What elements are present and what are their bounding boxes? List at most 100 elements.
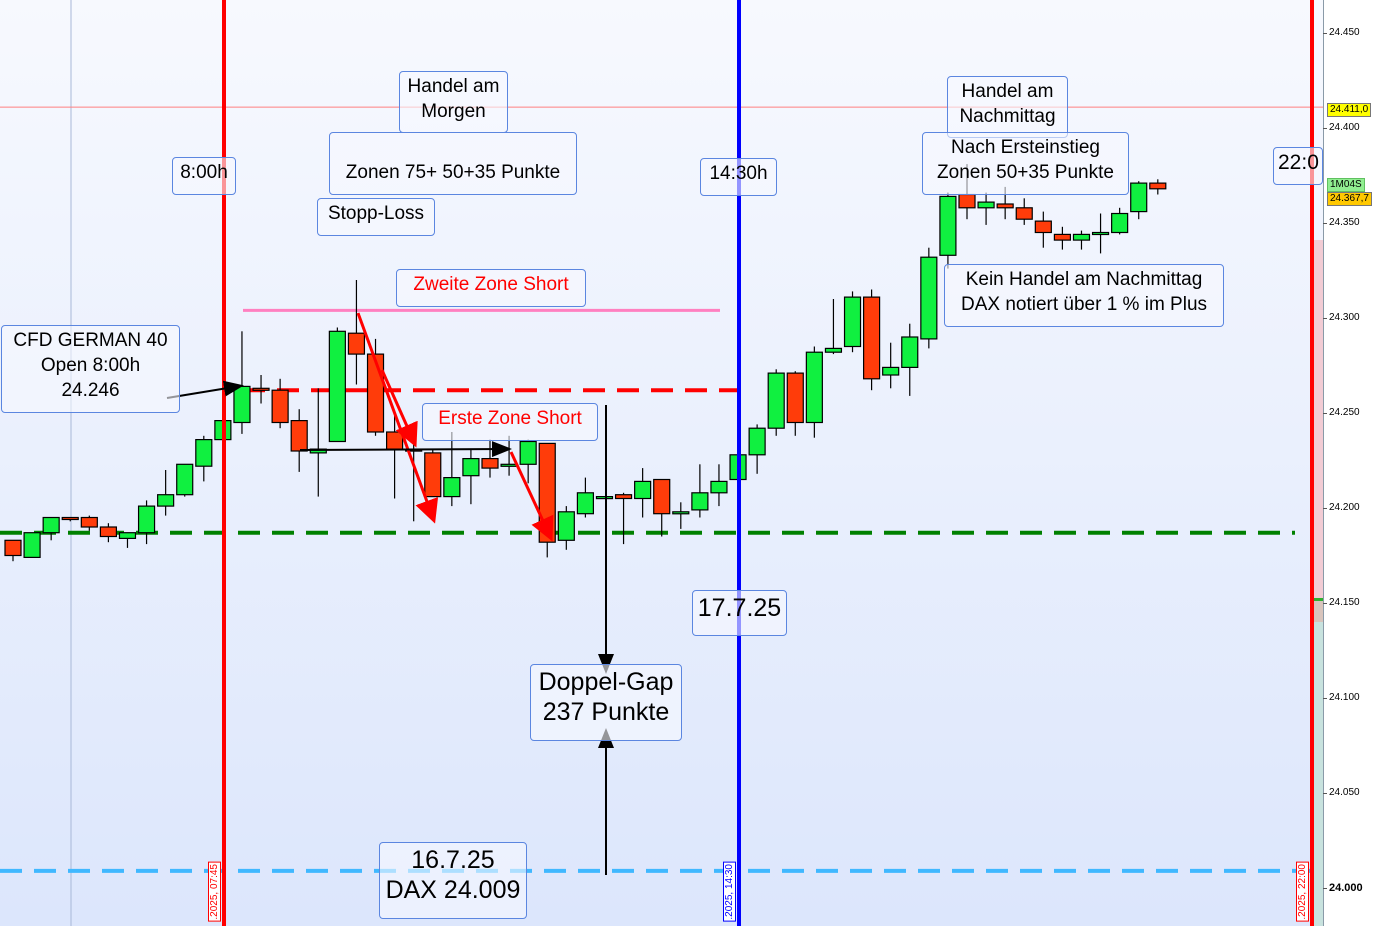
candle[interactable] <box>710 464 728 507</box>
candle-body-up <box>901 336 919 368</box>
candle[interactable] <box>901 323 919 396</box>
candle[interactable] <box>805 346 823 438</box>
label-close-time[interactable]: 22:0 <box>1273 147 1323 185</box>
y-tick-mark <box>1323 318 1327 319</box>
y-tick-mark <box>1323 508 1327 509</box>
label-no-trade[interactable]: Kein Handel am Nachmittag DAX notiert üb… <box>944 264 1224 327</box>
candle[interactable] <box>405 422 423 522</box>
candle[interactable] <box>786 371 804 436</box>
y-tick-label: 24.150 <box>1329 597 1360 608</box>
candle[interactable] <box>939 192 957 269</box>
candle[interactable] <box>614 492 633 545</box>
candle[interactable] <box>271 378 289 429</box>
candle[interactable] <box>672 502 690 529</box>
label-open-time[interactable]: 8:00h <box>172 157 236 195</box>
candle[interactable] <box>328 327 346 443</box>
candle[interactable] <box>42 516 60 541</box>
candle-body-up <box>748 427 766 456</box>
candle-body-down <box>347 332 366 355</box>
candle-body-down <box>786 372 804 424</box>
candle-body-up <box>500 463 518 467</box>
label-stop-loss[interactable]: Stopp-Loss <box>317 198 435 236</box>
candle-body-up <box>939 195 957 256</box>
label-morning-zones[interactable]: Zonen 75+ 50+35 Punkte <box>329 132 577 195</box>
label-prev-close[interactable]: 16.7.25 DAX 24.009 <box>379 842 527 919</box>
candle[interactable] <box>80 515 98 531</box>
candle-body-up <box>576 492 595 515</box>
candle[interactable] <box>481 439 499 478</box>
candle[interactable] <box>1072 230 1091 250</box>
candle[interactable] <box>4 539 22 562</box>
candle[interactable] <box>1130 181 1148 220</box>
candle-body-up <box>1130 182 1148 213</box>
candle-body-up <box>137 505 156 534</box>
y-tick-label: 24.400 <box>1329 122 1360 133</box>
candle[interactable] <box>653 478 671 537</box>
candle[interactable] <box>61 516 79 522</box>
candle[interactable] <box>347 280 366 385</box>
y-tick-label: 24.300 <box>1329 312 1360 323</box>
candle[interactable] <box>23 532 41 559</box>
label-first-zone[interactable]: Erste Zone Short <box>422 403 598 441</box>
candle[interactable] <box>1034 211 1052 248</box>
y-tick-label: 24.450 <box>1329 27 1360 38</box>
candle[interactable] <box>824 299 843 355</box>
candle[interactable] <box>233 331 251 434</box>
candle-body-up <box>805 351 823 424</box>
candle[interactable] <box>1053 226 1072 250</box>
candle[interactable] <box>882 342 900 389</box>
candle[interactable] <box>595 496 614 500</box>
candle[interactable] <box>462 449 480 505</box>
label-morning-title[interactable]: Handel am Morgen <box>399 71 508 133</box>
label-second-zone[interactable]: Zweite Zone Short <box>396 269 586 307</box>
candle[interactable] <box>519 439 537 484</box>
candle[interactable] <box>1149 179 1167 195</box>
candle[interactable] <box>557 506 575 550</box>
label-cfd-info[interactable]: CFD GERMAN 40 Open 8:00h 24.246 <box>1 325 180 413</box>
candle[interactable] <box>748 424 766 474</box>
label-date-today[interactable]: 17.7.25 <box>692 590 787 636</box>
y-tick-label: 24.000 <box>1329 882 1363 894</box>
candle[interactable] <box>99 523 118 543</box>
candle[interactable] <box>767 369 785 436</box>
candle-body-up <box>595 496 614 500</box>
y-tick-mark <box>1323 793 1327 794</box>
candle-body-up <box>672 511 690 515</box>
candle[interactable] <box>977 192 995 225</box>
y-tick-mark <box>1323 698 1327 699</box>
candle-body-up <box>23 532 41 559</box>
candle[interactable] <box>691 464 709 518</box>
candle[interactable] <box>366 338 385 436</box>
label-afternoon-title[interactable]: Handel am Nachmittag <box>947 76 1068 138</box>
candle[interactable] <box>920 247 938 349</box>
label-us-open-time[interactable]: 14:30h <box>700 158 777 196</box>
candle[interactable] <box>443 432 461 507</box>
candle[interactable] <box>195 435 213 482</box>
candle[interactable] <box>1111 207 1129 235</box>
label-afternoon-zones[interactable]: Nach Ersteinstieg Zonen 50+35 Punkte <box>922 132 1129 195</box>
candle-body-up <box>118 532 137 540</box>
candle-body-down <box>99 526 118 538</box>
candle[interactable] <box>252 375 270 404</box>
candle[interactable] <box>1015 198 1033 225</box>
candle-body-up <box>195 439 213 467</box>
candle[interactable] <box>157 470 175 516</box>
candle[interactable] <box>118 532 137 548</box>
candle[interactable] <box>576 477 595 518</box>
candle-body-down <box>366 353 385 433</box>
candle[interactable] <box>290 409 308 472</box>
candle[interactable] <box>843 291 862 353</box>
candle[interactable] <box>137 500 156 545</box>
candle[interactable] <box>176 463 194 497</box>
candle[interactable] <box>309 388 327 497</box>
candle-body-up <box>233 385 251 424</box>
candle[interactable] <box>1091 213 1110 254</box>
candle-body-down <box>862 296 881 380</box>
candle[interactable] <box>500 435 518 476</box>
label-double-gap[interactable]: Doppel-Gap 237 Punkte <box>530 664 682 741</box>
candle[interactable] <box>538 442 556 558</box>
candle[interactable] <box>424 449 442 498</box>
candle[interactable] <box>862 289 881 391</box>
price-axis[interactable] <box>1323 0 1375 926</box>
candle[interactable] <box>634 468 652 518</box>
